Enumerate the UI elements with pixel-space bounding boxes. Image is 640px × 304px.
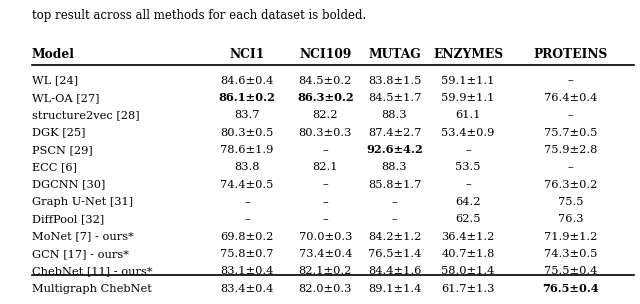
Text: –: – [323, 180, 328, 189]
Text: –: – [465, 145, 471, 155]
Text: WL-OA [27]: WL-OA [27] [32, 93, 99, 103]
Text: 61.7±1.3: 61.7±1.3 [442, 284, 495, 294]
Text: NCI1: NCI1 [230, 48, 265, 61]
Text: ChebNet [11] - ours*: ChebNet [11] - ours* [32, 266, 152, 276]
Text: 86.3±0.2: 86.3±0.2 [297, 92, 354, 103]
Text: 84.2±1.2: 84.2±1.2 [368, 232, 421, 241]
Text: 61.1: 61.1 [456, 110, 481, 120]
Text: 82.2: 82.2 [312, 110, 338, 120]
Text: –: – [323, 197, 328, 207]
Text: 83.1±0.4: 83.1±0.4 [220, 266, 274, 276]
Text: 88.3: 88.3 [381, 110, 407, 120]
Text: 76.5±0.4: 76.5±0.4 [542, 283, 599, 294]
Text: 74.4±0.5: 74.4±0.5 [220, 180, 274, 189]
Text: 75.5±0.4: 75.5±0.4 [544, 266, 597, 276]
Text: 83.4±0.4: 83.4±0.4 [220, 284, 274, 294]
Text: NCI109: NCI109 [299, 48, 351, 61]
Text: –: – [323, 145, 328, 155]
Text: 87.4±2.7: 87.4±2.7 [368, 128, 421, 137]
Text: Multigraph ChebNet: Multigraph ChebNet [32, 284, 152, 294]
Text: 58.0±1.4: 58.0±1.4 [442, 266, 495, 276]
Text: 83.8±1.5: 83.8±1.5 [368, 76, 421, 85]
Text: 75.7±0.5: 75.7±0.5 [544, 128, 597, 137]
Text: 82.1: 82.1 [312, 162, 338, 172]
Text: PSCN [29]: PSCN [29] [32, 145, 93, 155]
Text: 89.1±1.4: 89.1±1.4 [368, 284, 421, 294]
Text: ENZYMES: ENZYMES [433, 48, 503, 61]
Text: 75.8±0.7: 75.8±0.7 [220, 249, 274, 259]
Text: 82.1±0.2: 82.1±0.2 [299, 266, 352, 276]
Text: ECC [6]: ECC [6] [32, 162, 77, 172]
Text: 76.3±0.2: 76.3±0.2 [544, 180, 597, 189]
Text: top result across all methods for each dataset is bolded.: top result across all methods for each d… [32, 9, 366, 22]
Text: MoNet [7] - ours*: MoNet [7] - ours* [32, 232, 134, 241]
Text: 71.9±1.2: 71.9±1.2 [544, 232, 597, 241]
Text: 85.8±1.7: 85.8±1.7 [368, 180, 421, 189]
Text: 84.5±0.2: 84.5±0.2 [299, 76, 352, 85]
Text: 69.8±0.2: 69.8±0.2 [220, 232, 274, 241]
Text: 88.3: 88.3 [381, 162, 407, 172]
Text: 64.2: 64.2 [456, 197, 481, 207]
Text: –: – [568, 110, 573, 120]
Text: 76.4±0.4: 76.4±0.4 [544, 93, 597, 103]
Text: 76.5±1.4: 76.5±1.4 [368, 249, 421, 259]
Text: 73.4±0.4: 73.4±0.4 [299, 249, 352, 259]
Text: 59.1±1.1: 59.1±1.1 [442, 76, 495, 85]
Text: 59.9±1.1: 59.9±1.1 [442, 93, 495, 103]
Text: 75.9±2.8: 75.9±2.8 [544, 145, 597, 155]
Text: Model: Model [32, 48, 75, 61]
Text: DGK [25]: DGK [25] [32, 128, 86, 137]
Text: 84.4±1.6: 84.4±1.6 [368, 266, 421, 276]
Text: DiffPool [32]: DiffPool [32] [32, 214, 104, 224]
Text: DGCNN [30]: DGCNN [30] [32, 180, 106, 189]
Text: 92.6±4.2: 92.6±4.2 [366, 144, 423, 155]
Text: 76.3: 76.3 [557, 214, 583, 224]
Text: 74.3±0.5: 74.3±0.5 [544, 249, 597, 259]
Text: MUTAG: MUTAG [368, 48, 421, 61]
Text: 78.6±1.9: 78.6±1.9 [220, 145, 274, 155]
Text: –: – [392, 214, 397, 224]
Text: –: – [568, 162, 573, 172]
Text: 82.0±0.3: 82.0±0.3 [299, 284, 352, 294]
Text: 84.6±0.4: 84.6±0.4 [220, 76, 274, 85]
Text: 86.1±0.2: 86.1±0.2 [219, 92, 275, 103]
Text: Graph U-Net [31]: Graph U-Net [31] [32, 197, 133, 207]
Text: 83.7: 83.7 [234, 110, 260, 120]
Text: –: – [568, 76, 573, 85]
Text: –: – [244, 214, 250, 224]
Text: WL [24]: WL [24] [32, 76, 78, 85]
Text: –: – [392, 197, 397, 207]
Text: 83.8: 83.8 [234, 162, 260, 172]
Text: 80.3±0.3: 80.3±0.3 [299, 128, 352, 137]
Text: 53.4±0.9: 53.4±0.9 [442, 128, 495, 137]
Text: PROTEINS: PROTEINS [533, 48, 607, 61]
Text: GCN [17] - ours*: GCN [17] - ours* [32, 249, 129, 259]
Text: 70.0±0.3: 70.0±0.3 [299, 232, 352, 241]
Text: 40.7±1.8: 40.7±1.8 [442, 249, 495, 259]
Text: 62.5: 62.5 [456, 214, 481, 224]
Text: 84.5±1.7: 84.5±1.7 [368, 93, 421, 103]
Text: –: – [244, 197, 250, 207]
Text: 53.5: 53.5 [456, 162, 481, 172]
Text: 80.3±0.5: 80.3±0.5 [220, 128, 274, 137]
Text: structure2vec [28]: structure2vec [28] [32, 110, 140, 120]
Text: –: – [323, 214, 328, 224]
Text: 36.4±1.2: 36.4±1.2 [442, 232, 495, 241]
Text: –: – [465, 180, 471, 189]
Text: 75.5: 75.5 [557, 197, 583, 207]
